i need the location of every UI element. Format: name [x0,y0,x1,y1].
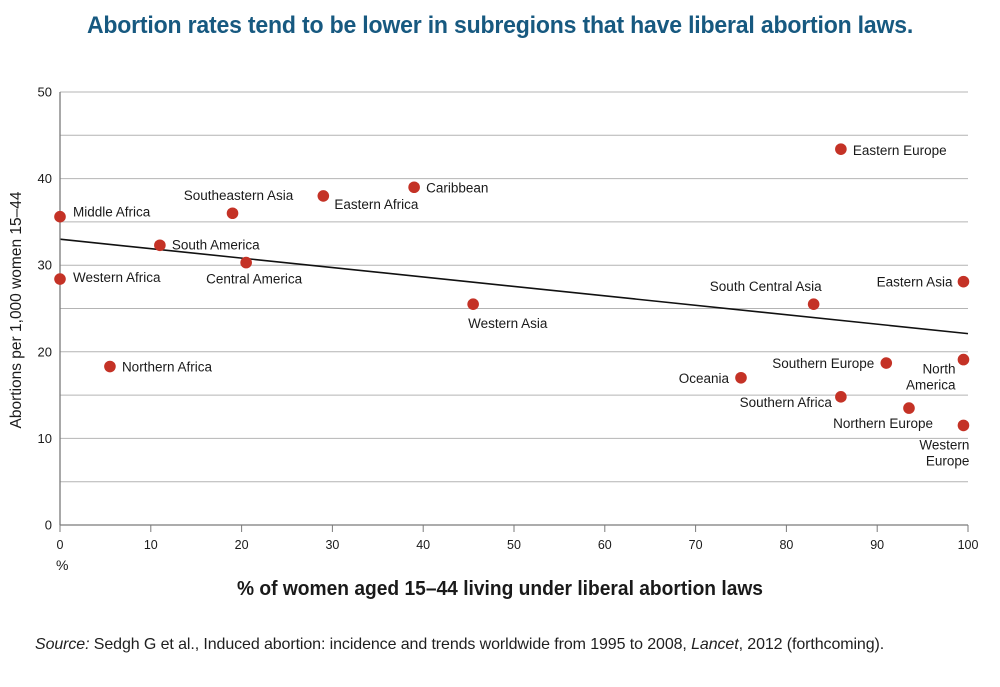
point-labels: Middle Africa Western Africa Northern Afri… [73,143,969,468]
grid-lines [60,91,968,483]
x-tick-label: 50 [507,538,521,552]
source-segment: Lancet [691,636,739,653]
data-point-western-asia [467,298,479,310]
x-tick-labels: 0 10 20 30 40 50 60 70 80 90 100% [56,525,978,573]
data-point-oceania [735,371,747,384]
point-label-central-america: Central America [206,272,303,287]
data-point-northern-africa [104,360,116,373]
x-tick-label: 90 [870,538,884,552]
point-label-northern-europe: Northern Europe [833,416,933,431]
y-tick-label: 10 [38,431,52,446]
source-segment: Source: [35,636,90,653]
data-point-caribbean [408,181,420,194]
x-tick-label: 30 [325,538,339,552]
point-label-oceania: Oceania [679,371,730,386]
data-point-southern-africa [835,391,847,403]
point-label-southern-africa: Southern Africa [740,395,833,410]
source-note: Source: Sedgh G et al., Induced abortion… [35,636,884,654]
point-label-caribbean: Caribbean [426,180,488,195]
x-tick-label: 20 [235,538,249,552]
data-point-south-america [154,239,166,252]
trend-line [59,238,969,335]
y-tick-label: 20 [38,344,52,359]
x-tick-label: 70 [689,538,703,552]
x-tick-label: 10 [144,538,158,552]
point-label-western-asia: Western Asia [468,316,548,331]
point-label-middle-africa: Middle Africa [73,205,151,220]
data-point-south-central-asia [807,298,820,310]
x-axis-title: % of women aged 15–44 living under liber… [236,578,763,600]
chart-title: Abortion rates tend to be lower in subre… [86,12,914,39]
point-label-eastern-europe: Eastern Europe [853,143,947,158]
data-point-southeastern-asia [226,207,239,220]
data-points [54,143,970,432]
point-label-north-america: North America [906,362,956,393]
data-point-southern-europe [880,357,893,369]
x-tick-label: 40 [416,538,430,552]
y-tick-label: 50 [38,85,52,100]
point-label-western-europe: Western Europe [919,437,969,468]
x-tick-label: 0 [57,538,64,552]
x-axis-unit-label: % [56,557,68,573]
data-point-eastern-europe [835,143,847,155]
y-tick-label: 30 [38,258,52,273]
x-tick-label: 80 [779,538,793,552]
source-segment: Sedgh G et al., Induced abortion: incide… [89,636,692,653]
data-point-western-europe [957,419,970,432]
data-point-eastern-asia [957,275,970,288]
data-point-middle-africa [54,210,66,223]
y-tick-label: 0 [45,518,52,533]
data-point-central-america [240,256,252,269]
point-label-southeastern-asia: Southeastern Asia [184,188,294,203]
y-tick-label: 40 [38,171,52,186]
y-axis-title: Abortions per 1,000 women 15–44 [8,191,25,429]
point-label-northern-africa: Northern Africa [122,360,213,375]
data-point-eastern-africa [317,190,330,202]
point-label-eastern-asia: Eastern Asia [877,275,953,290]
y-tick-labels: 0 10 20 30 40 50 [38,85,52,533]
data-point-western-africa [54,273,66,285]
x-tick-label: 60 [598,538,612,552]
point-label-western-africa: Western Africa [73,270,161,285]
data-point-northern-europe [903,402,915,414]
point-label-southern-europe: Southern Europe [772,356,874,371]
point-label-south-america: South America [172,237,260,252]
x-tick-label: 100 [958,538,979,552]
data-point-north-america [957,353,970,366]
point-label-eastern-africa: Eastern Africa [334,197,419,212]
point-label-south-central-asia: South Central Asia [710,279,822,294]
source-segment: , 2012 (forthcoming). [738,636,885,653]
